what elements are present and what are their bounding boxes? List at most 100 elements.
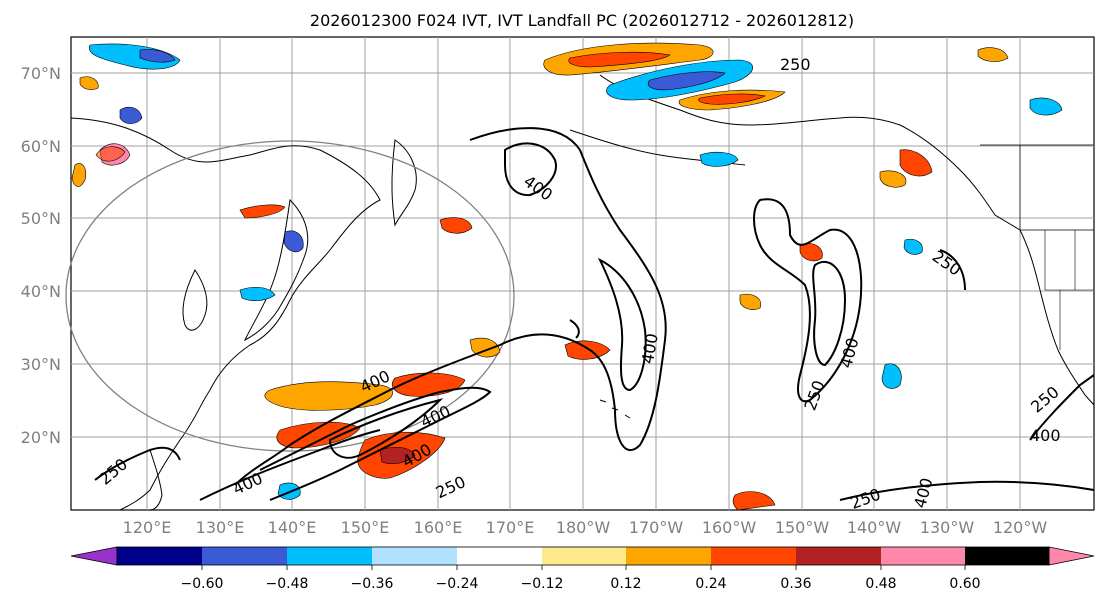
contour-line <box>753 198 863 403</box>
colorbar-segment <box>457 547 542 565</box>
philippines-coastline <box>149 449 163 511</box>
anomaly-patch <box>239 286 276 301</box>
colorbar-segment <box>117 547 202 565</box>
anomaly-patch <box>739 293 762 310</box>
anomaly-patch <box>439 217 473 234</box>
colorbar-tick-label: 0.48 <box>865 576 896 592</box>
lat-tick-label: 50°N <box>21 209 61 228</box>
lon-tick-label: 120°W <box>993 518 1048 537</box>
anomaly-patch <box>264 381 393 411</box>
colorbar-tick-label: −0.24 <box>436 576 479 592</box>
colorbar-outline <box>116 546 1050 566</box>
lat-tick-label: 70°N <box>21 64 61 83</box>
colorbar-segment <box>202 547 287 565</box>
lon-tick-label: 160°W <box>702 518 757 537</box>
lon-tick-label: 140°W <box>847 518 902 537</box>
contour-line <box>234 127 667 486</box>
anomaly-patch <box>283 230 304 253</box>
colorbar-left-extension <box>70 546 118 566</box>
anomaly-patch <box>139 49 176 63</box>
anomaly-patch <box>276 421 361 449</box>
contour-line <box>812 260 847 367</box>
contour-line <box>1029 374 1095 441</box>
contour-line <box>504 142 557 197</box>
north-america-coastline <box>1019 229 1095 406</box>
probability-ellipse <box>65 140 515 452</box>
anomaly-patch <box>79 76 99 90</box>
anomaly-patch <box>239 204 286 219</box>
colorbar-segment <box>287 547 372 565</box>
colorbar-segment <box>626 547 711 565</box>
anomaly-patch <box>1029 97 1063 116</box>
canada-border <box>980 144 1094 231</box>
anomaly-patch <box>647 71 726 91</box>
japan-coastline <box>243 198 309 342</box>
lon-tick-label: 180°W <box>556 518 611 537</box>
lat-tick-label: 20°N <box>21 428 61 447</box>
korea-coastline <box>182 269 208 331</box>
anomaly-patch <box>732 491 776 511</box>
colorbar-segment <box>965 547 1049 565</box>
anomaly-patch <box>95 146 126 162</box>
contour-label: 250 <box>780 55 811 74</box>
lat-tick-labels: 70°N 60°N 50°N 40°N 30°N 20°N <box>21 64 61 447</box>
coastlines <box>70 74 1095 511</box>
lon-tick-label: 170°W <box>629 518 684 537</box>
contour-line <box>328 398 444 459</box>
colorbar-tick-label: 0.60 <box>949 576 980 592</box>
lon-tick-label: 140°E <box>268 518 317 537</box>
anomaly-patch <box>903 238 923 255</box>
lon-tick-label: 130°E <box>196 518 245 537</box>
colorbar-right-extension <box>1048 546 1095 566</box>
anomaly-patch <box>699 151 739 167</box>
contour-line <box>259 386 492 501</box>
anomaly-patch <box>71 163 87 187</box>
colorbar-segment <box>796 547 881 565</box>
colorbar-segment <box>372 547 457 565</box>
anomaly-patch <box>977 47 1009 62</box>
lon-tick-label: 120°E <box>123 518 172 537</box>
lon-tick-label: 150°E <box>341 518 390 537</box>
alaska-coastline <box>599 74 1021 231</box>
anomaly-patch <box>698 93 766 105</box>
colorbar-tick-label: 0.36 <box>780 576 811 592</box>
anomaly-patch <box>799 243 823 262</box>
anomaly-patch <box>564 340 611 360</box>
contour-line <box>597 257 647 392</box>
anomaly-patch <box>379 446 416 465</box>
kamchatka-coastline <box>391 139 417 227</box>
colorbar-tick-label: −0.60 <box>181 576 224 592</box>
colorbar-tick-label: 0.24 <box>695 576 726 592</box>
contour-line <box>839 480 1095 501</box>
lat-tick-label: 60°N <box>21 137 61 156</box>
lon-tick-label: 170°E <box>486 518 535 537</box>
colorbar-segment <box>542 547 626 565</box>
anomaly-patch <box>879 170 907 188</box>
contour-line <box>569 319 580 339</box>
figure-title: 2026012300 F024 IVT, IVT Landfall PC (20… <box>310 11 854 30</box>
colorbar-tick-label: −0.12 <box>521 576 564 592</box>
contour-line <box>939 249 966 291</box>
lon-tick-label: 150°W <box>775 518 830 537</box>
map-panel: 250 400 250 400 400 400 400 250 400 250 … <box>65 36 1095 513</box>
contour-line <box>94 446 181 481</box>
colorbar-ticks <box>201 565 966 570</box>
ivt-contours <box>94 127 1095 501</box>
us-states-borders <box>1044 230 1094 350</box>
asia-coastline <box>70 117 381 511</box>
anomaly-patch <box>119 106 143 124</box>
anomaly-patch <box>568 51 671 68</box>
lon-tick-label: 160°E <box>414 518 463 537</box>
colorbar-tick-label: −0.48 <box>266 576 309 592</box>
colorbar-segment <box>881 547 965 565</box>
anomaly-patch <box>899 149 933 177</box>
lat-tick-label: 30°N <box>21 355 61 374</box>
lat-tick-label: 40°N <box>21 282 61 301</box>
colorbar-tick-labels: −0.60 −0.48 −0.36 −0.24 −0.12 0.12 0.24 … <box>181 576 981 592</box>
lat-lon-grid <box>71 37 1094 510</box>
colorbar-segment <box>711 547 796 565</box>
contour-label: 400 <box>1030 426 1061 445</box>
colorbar: −0.60 −0.48 −0.36 −0.24 −0.12 0.12 0.24 … <box>70 546 1095 592</box>
colorbar-tick-label: 0.12 <box>610 576 641 592</box>
